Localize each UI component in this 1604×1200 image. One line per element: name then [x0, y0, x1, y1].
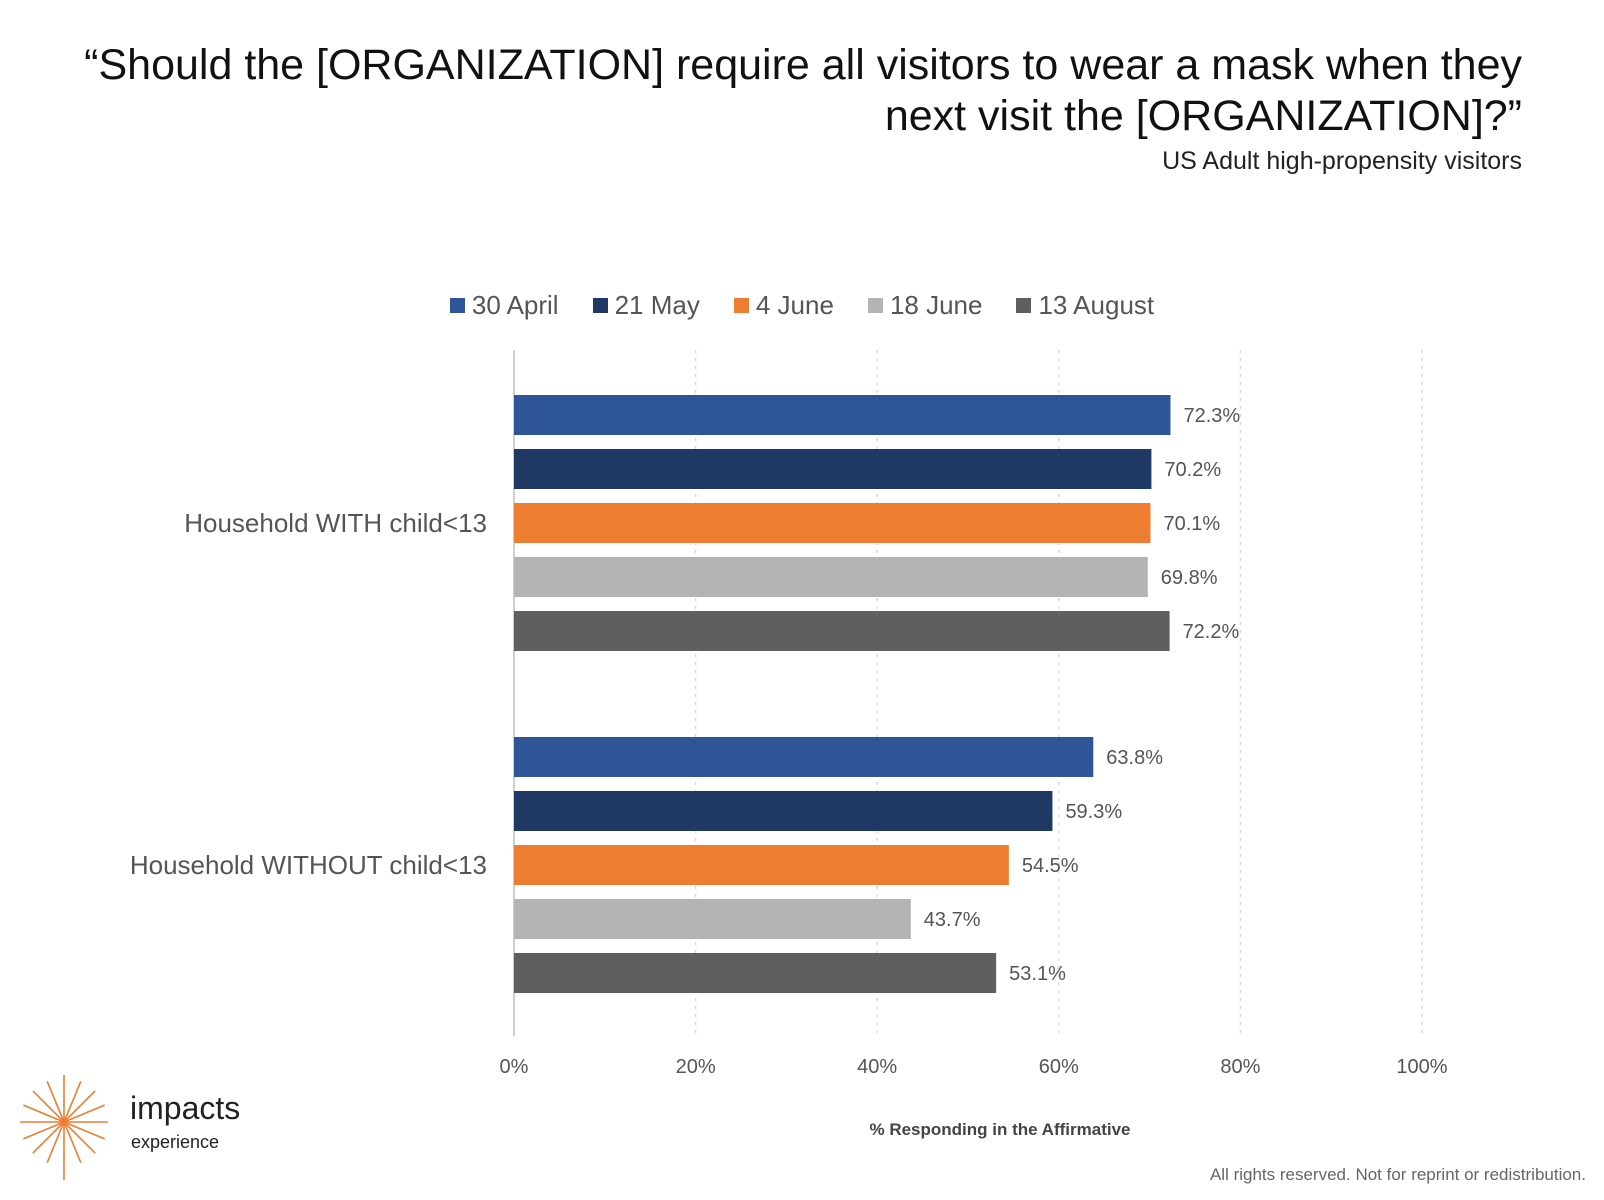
bar — [514, 557, 1148, 597]
chart-subtitle: US Adult high-propensity visitors — [1162, 147, 1522, 175]
bar — [514, 899, 911, 939]
legend-label: 4 June — [755, 290, 834, 320]
bar — [514, 791, 1053, 831]
logo-name: impacts — [130, 1090, 241, 1126]
data-label: 70.1% — [1164, 513, 1221, 535]
data-label: 70.2% — [1164, 459, 1221, 481]
legend-swatch — [867, 298, 883, 313]
data-label: 69.8% — [1161, 567, 1218, 589]
legend-label: 21 May — [614, 290, 700, 320]
legend-swatch — [592, 298, 608, 313]
x-tick-label: 20% — [676, 1056, 716, 1078]
bar — [514, 845, 1009, 885]
legend-swatch — [449, 298, 465, 313]
data-label: 54.5% — [1022, 855, 1079, 877]
legend-label: 30 April — [471, 290, 559, 320]
category-label: Household WITHOUT child<13 — [130, 850, 487, 880]
x-tick-label: 100% — [1396, 1056, 1447, 1078]
x-axis-label: % Responding in the Affirmative — [869, 1120, 1131, 1139]
bar — [514, 737, 1094, 777]
data-label: 72.3% — [1183, 405, 1240, 427]
legend-swatch — [1016, 298, 1032, 313]
bar — [514, 953, 997, 993]
category-label: Household WITH child<13 — [184, 508, 487, 538]
impacts-logo-icon — [20, 1075, 108, 1180]
chart-title: “Should the [ORGANIZATION] require all v… — [84, 41, 1522, 140]
bar — [514, 449, 1152, 489]
data-label: 59.3% — [1065, 801, 1122, 823]
title-block: “Should the [ORGANIZATION] require all v… — [42, 40, 1522, 176]
data-label: 63.8% — [1106, 747, 1163, 769]
logo-ray — [23, 1104, 105, 1140]
legend-item: 4 June — [733, 290, 834, 321]
legend-item: 21 May — [592, 290, 700, 321]
legend-label: 18 June — [889, 290, 983, 320]
legend-item: 30 April — [449, 290, 559, 321]
data-label: 43.7% — [924, 909, 981, 931]
logo-subtitle: experience — [131, 1132, 220, 1152]
copyright-notice: All rights reserved. Not for reprint or … — [1209, 1165, 1586, 1184]
legend-item: 18 June — [867, 290, 983, 321]
x-tick-label: 60% — [1039, 1056, 1079, 1078]
data-label: 53.1% — [1009, 963, 1066, 985]
bar — [514, 395, 1171, 435]
data-label: 72.2% — [1183, 621, 1240, 643]
bar — [514, 611, 1170, 651]
x-tick-label: 80% — [1220, 1056, 1260, 1078]
x-tick-label: 40% — [857, 1056, 897, 1078]
bar — [514, 503, 1151, 543]
legend-swatch — [733, 298, 749, 313]
x-tick-label: 0% — [500, 1056, 529, 1078]
legend: 30 April 21 May 4 June 18 June 13 August — [0, 290, 1604, 321]
legend-item: 13 August — [1016, 290, 1154, 321]
legend-label: 13 August — [1038, 290, 1155, 320]
